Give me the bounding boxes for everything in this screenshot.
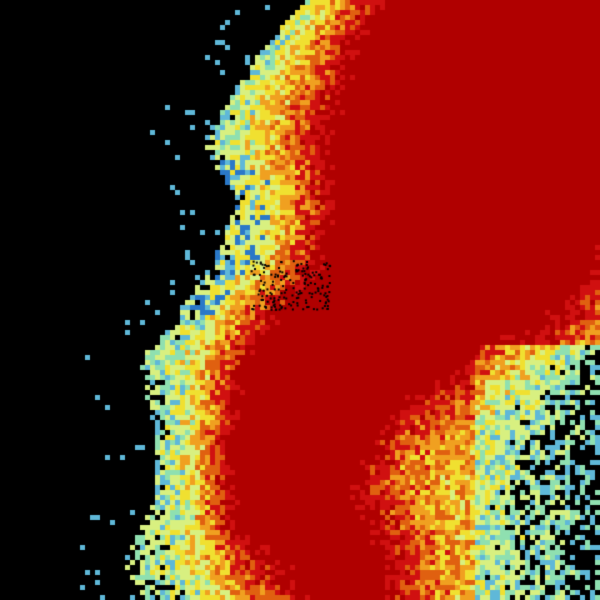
- radar-reflectivity-image: [0, 0, 600, 600]
